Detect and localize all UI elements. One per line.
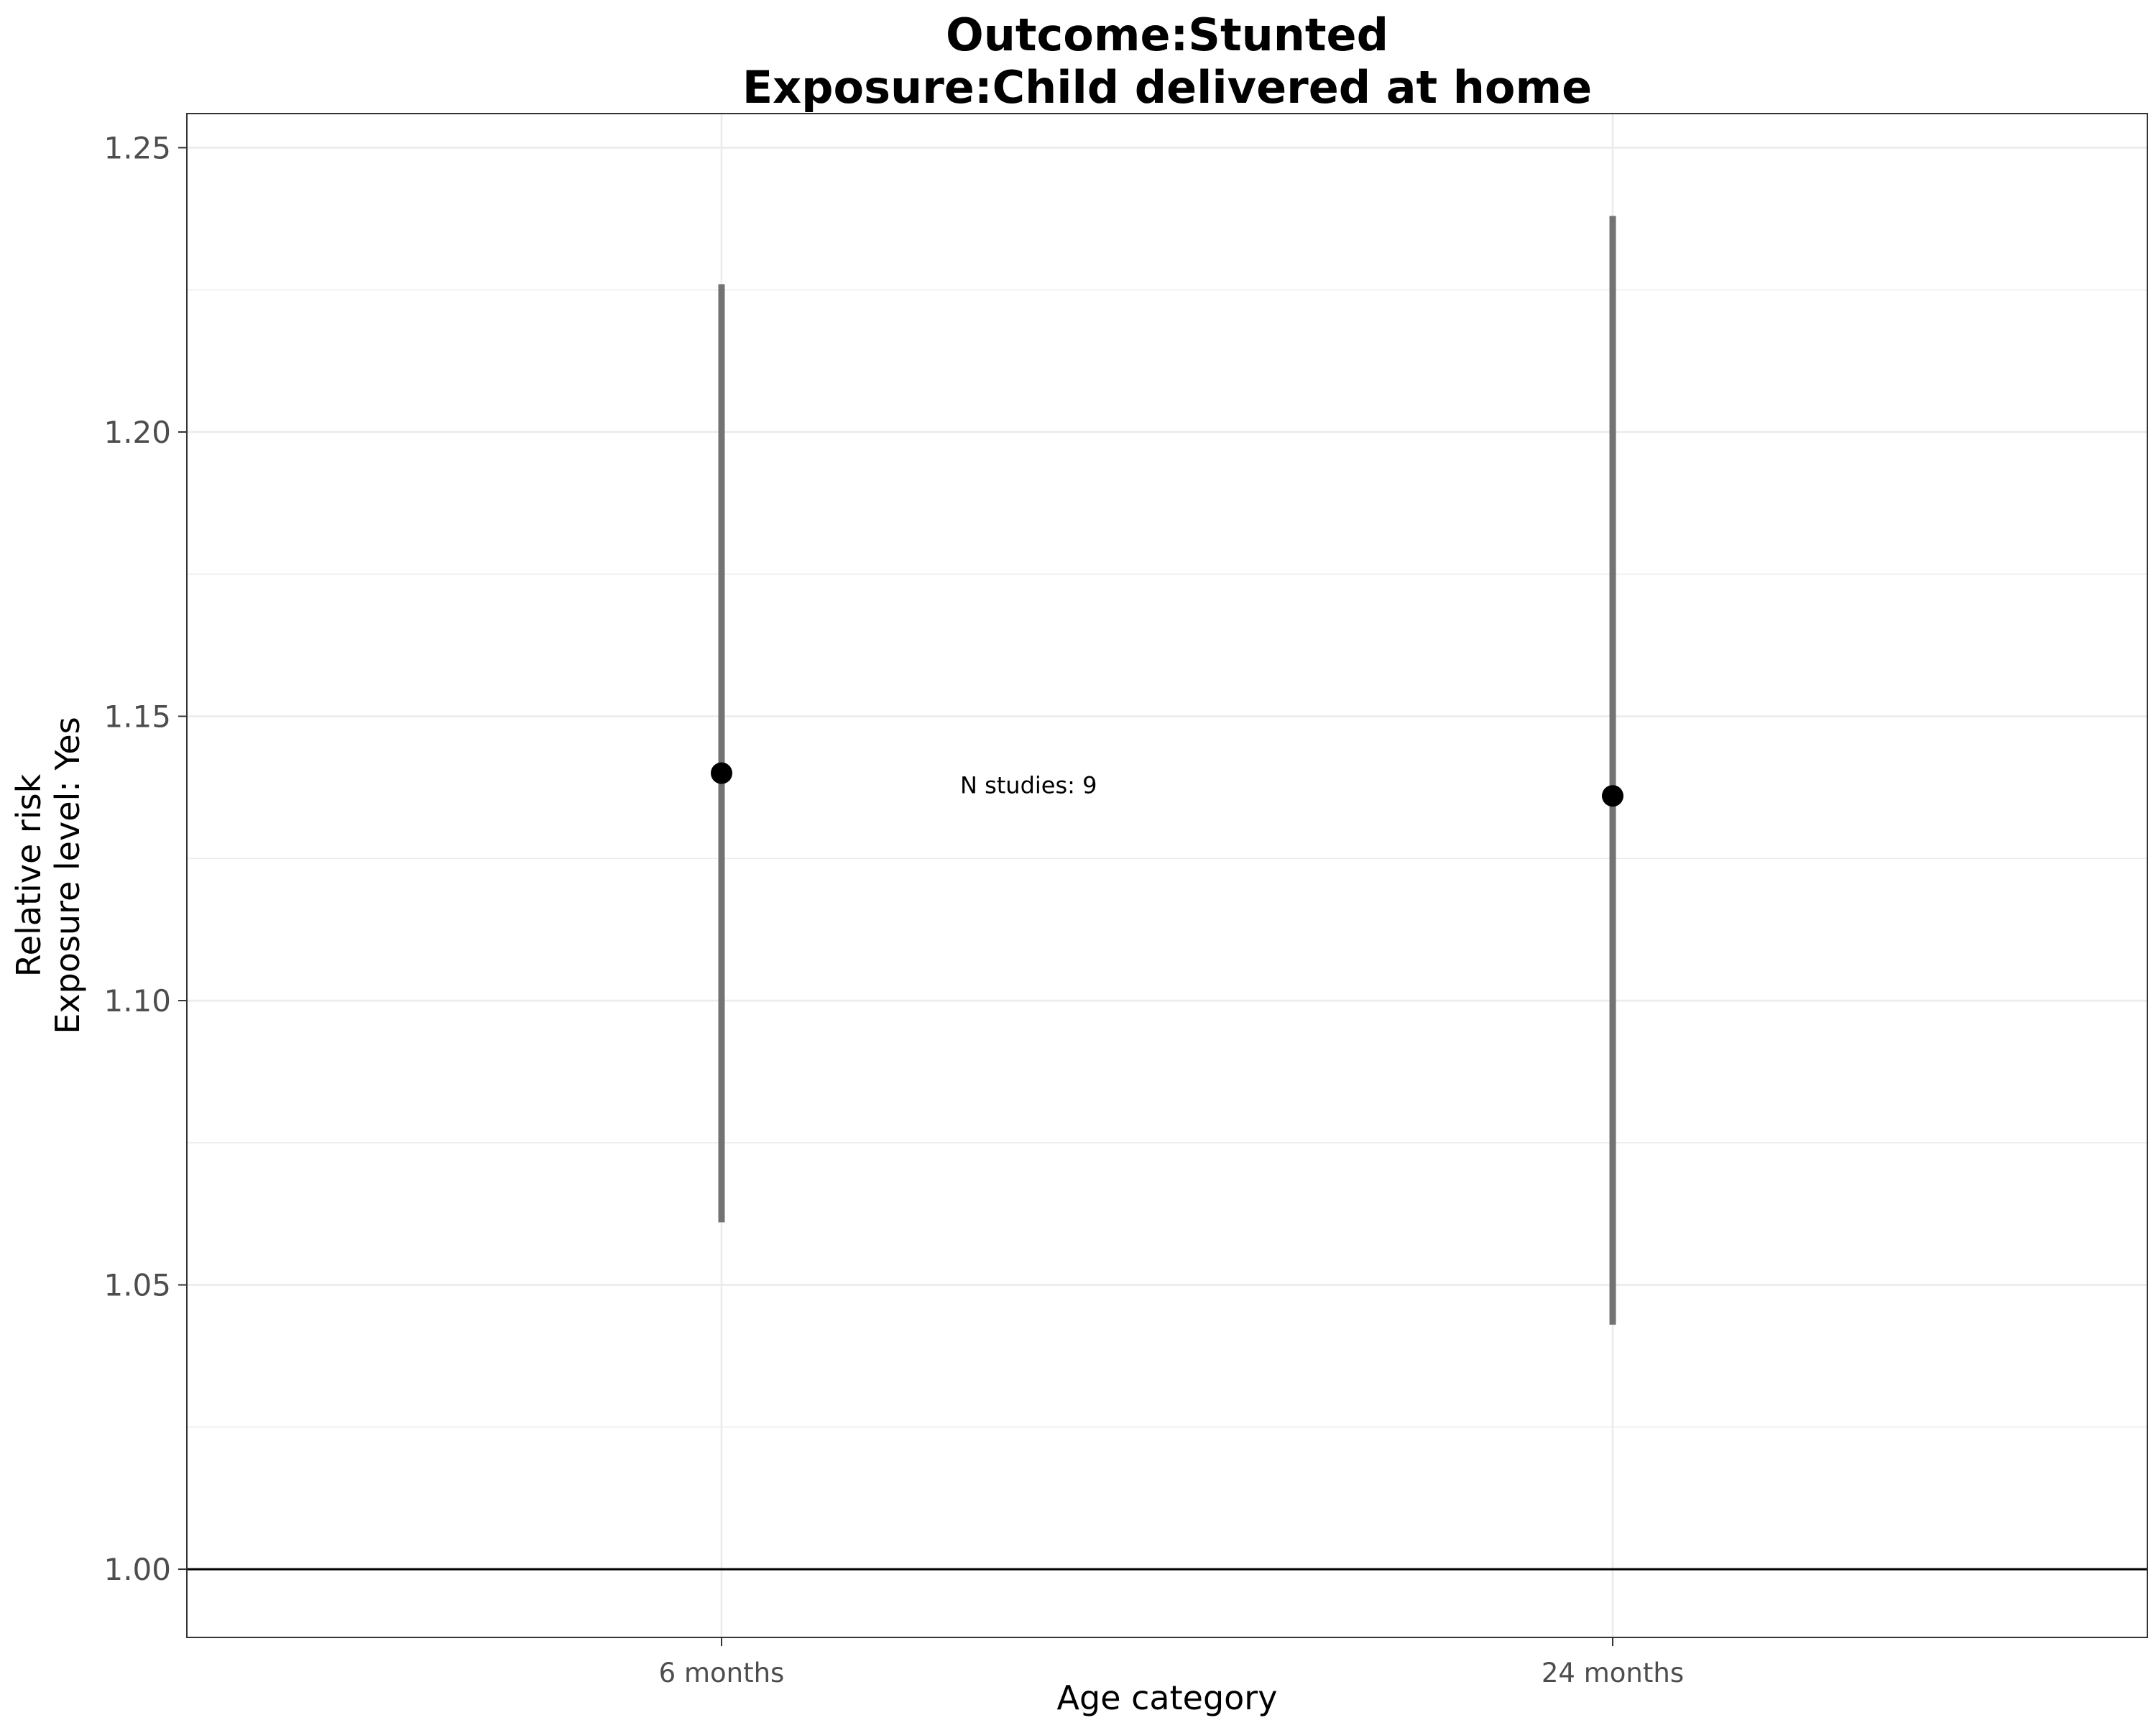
n-studies-annotation: N studies: 9: [960, 771, 1097, 799]
y-axis-label-line-1: Relative risk: [9, 773, 48, 977]
y-tick-label: 1.10: [103, 983, 171, 1019]
chart-title-line-2: Exposure:Child delivered at home: [742, 61, 1592, 114]
y-tick-label: 1.05: [103, 1268, 171, 1303]
annotations: N studies: 9: [960, 771, 1097, 799]
data-points: [711, 762, 1623, 807]
x-tick-label: 24 months: [1542, 1658, 1684, 1688]
estimate-point: [1602, 785, 1623, 807]
estimate-point: [711, 762, 732, 784]
axes: 1.00 1.05 1.10 1.15 1.20 1.25 6 months 24 month…: [103, 130, 1684, 1688]
y-tick-label: 1.25: [103, 130, 171, 165]
y-axis-label-line-2: Exposure level: Yes: [48, 717, 87, 1034]
y-tick-label: 1.20: [103, 415, 171, 450]
x-axis-label: Age category: [1057, 1678, 1278, 1717]
chart-title-line-1: Outcome:Stunted: [946, 9, 1388, 61]
y-tick-label: 1.15: [103, 699, 171, 735]
error-bars: [718, 216, 1616, 1325]
x-tick-label: 6 months: [659, 1658, 785, 1688]
y-tick-label: 1.00: [103, 1552, 171, 1587]
panel-border: [186, 113, 2148, 1638]
